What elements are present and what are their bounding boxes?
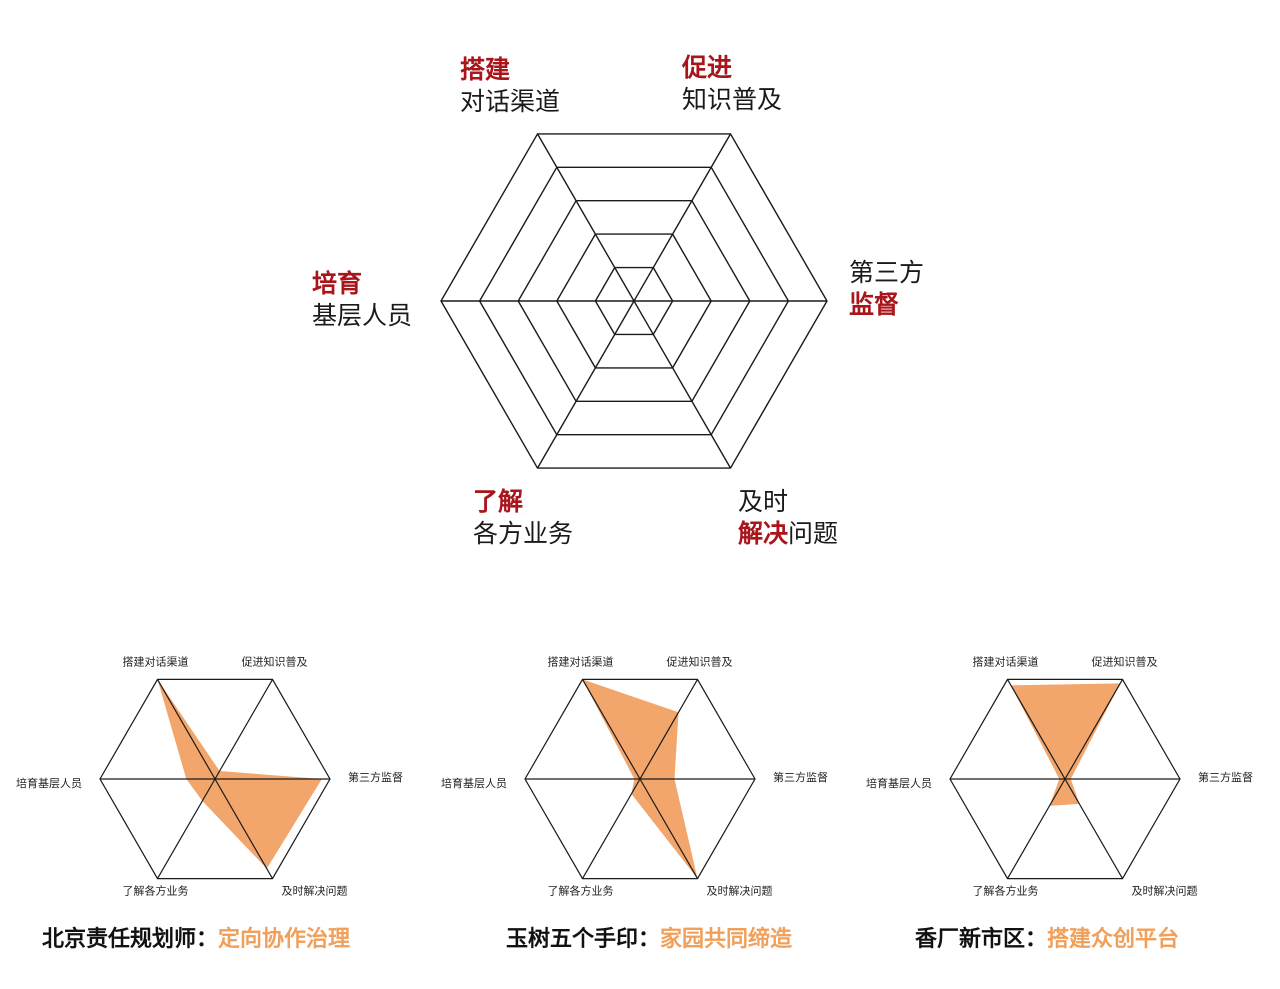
caption-1-accent: 定向协作治理 (218, 927, 351, 952)
radar-axis-line-2 (214, 679, 274, 780)
caption-2-accent: 家园共同缔造 (660, 927, 793, 952)
radar-axis-label-5: 了解各方业务 (548, 884, 614, 898)
main-label-solve-line-1: 及时 (738, 486, 838, 518)
main-label-understand-segment-2-1: 各方业务 (473, 519, 574, 548)
caption-2-prefix: 玉树五个手印： (506, 927, 661, 952)
main-label-supervise-segment-1-1: 第三方 (849, 258, 925, 287)
radar-axis-label-5: 了解各方业务 (123, 884, 189, 898)
radar-axis-label-3: 第三方监督 (1198, 770, 1253, 784)
main-label-understand-line-2: 各方业务 (473, 518, 573, 550)
main-label-channel-line-1: 搭建 (460, 54, 560, 86)
caption-3: 香厂新市区：搭建众创平台 (915, 923, 1179, 957)
main-label-train-line-2: 基层人员 (312, 300, 412, 332)
radar-axis-label-2: 促进知识普及 (1092, 654, 1158, 668)
main-axis-line-2 (633, 133, 732, 302)
small-radar-chart-2: 搭建对话渠道 促进知识普及第三方监督及时解决问题 了解各方业务 培育基层人员 (430, 640, 850, 930)
radar-axis-label-2: 促进知识普及 (667, 654, 733, 668)
main-label-solve-segment-2-2: 问题 (788, 519, 839, 548)
main-label-promote-line-2: 知识普及 (682, 84, 782, 116)
main-label-supervise-line-1: 第三方 (849, 257, 924, 289)
main-label-solve-line-2: 解决问题 (738, 518, 838, 550)
caption-1-prefix: 北京责任规划师： (42, 927, 219, 952)
radar-fill-area (1010, 683, 1121, 806)
main-axis-line-4 (633, 300, 732, 469)
main-label-train-segment-1-1: 培育 (312, 269, 363, 298)
radar-axis-label-6: 培育基层人员 (441, 776, 507, 790)
main-label-understand: 了解 各方业务 (473, 486, 573, 550)
small-radar-chart-3: 搭建对话渠道 促进知识普及第三方监督及时解决问题 了解各方业务 培育基层人员 (855, 640, 1275, 930)
main-label-channel-segment-2-1: 对话渠道 (460, 87, 561, 116)
main-label-promote-segment-2-1: 知识普及 (682, 85, 783, 114)
radar-axis-label-4: 及时解决问题 (282, 884, 348, 898)
small-radar-chart-1: 搭建对话渠道 促进知识普及第三方监督及时解决问题 了解各方业务 培育基层人员 (5, 640, 425, 930)
radar-axis-line-5 (1006, 778, 1066, 879)
main-label-train-segment-2-1: 基层人员 (312, 301, 413, 330)
radar-axis-line-4 (1064, 778, 1124, 879)
main-axis-line-5 (536, 300, 635, 469)
radar-axis-label-6: 培育基层人员 (16, 776, 82, 790)
main-label-channel-line-2: 对话渠道 (460, 86, 560, 118)
radar-axis-line-1 (581, 679, 641, 780)
main-label-understand-segment-1-1: 了解 (473, 487, 524, 516)
main-label-channel: 搭建 对话渠道 (460, 54, 560, 118)
radar-axis-line-4 (639, 778, 699, 879)
main-label-solve-segment-1-1: 及时 (738, 487, 789, 516)
main-label-supervise-line-2: 监督 (849, 289, 924, 321)
radar-axis-label-5: 了解各方业务 (973, 884, 1039, 898)
radar-axis-line-1 (1006, 679, 1066, 780)
caption-3-prefix: 香厂新市区： (915, 927, 1048, 952)
radar-axis-label-3: 第三方监督 (773, 770, 828, 784)
radar-axis-label-6: 培育基层人员 (866, 776, 932, 790)
radar-axis-line-4 (214, 778, 274, 879)
radar-fill-area (157, 679, 322, 869)
main-label-understand-line-1: 了解 (473, 486, 573, 518)
main-label-train-line-1: 培育 (312, 268, 412, 300)
caption-2: 玉树五个手印：家园共同缔造 (506, 923, 792, 957)
main-label-solve: 及时 解决问题 (738, 486, 838, 550)
caption-1: 北京责任规划师：定向协作治理 (42, 923, 350, 957)
main-label-promote-line-1: 促进 (682, 52, 782, 84)
radar-axis-label-4: 及时解决问题 (1132, 884, 1198, 898)
radar-axis-label-1: 搭建对话渠道 (548, 654, 614, 668)
radar-axis-label-4: 及时解决问题 (707, 884, 773, 898)
main-label-solve-segment-2-1: 解决 (738, 519, 789, 548)
radar-axis-label-1: 搭建对话渠道 (123, 654, 189, 668)
radar-axis-line-1 (156, 679, 216, 780)
main-label-promote: 促进 知识普及 (682, 52, 782, 116)
main-label-channel-segment-1-1: 搭建 (460, 55, 511, 84)
radar-axis-label-3: 第三方监督 (348, 770, 403, 784)
radar-axis-label-1: 搭建对话渠道 (973, 654, 1039, 668)
main-label-supervise-segment-2-1: 监督 (849, 290, 900, 319)
main-label-promote-segment-1-1: 促进 (682, 53, 733, 82)
main-radar-chart (440, 133, 828, 469)
radar-axis-line-2 (639, 679, 699, 780)
radar-axis-line-2 (1064, 679, 1124, 780)
radar-axis-label-2: 促进知识普及 (242, 654, 308, 668)
radar-axis-line-5 (156, 778, 216, 879)
main-label-train: 培育 基层人员 (312, 268, 412, 332)
caption-3-accent: 搭建众创平台 (1047, 927, 1180, 952)
main-axis-line-1 (536, 133, 635, 302)
radar-axis-line-5 (581, 778, 641, 879)
main-label-supervise: 第三方 监督 (849, 257, 924, 321)
